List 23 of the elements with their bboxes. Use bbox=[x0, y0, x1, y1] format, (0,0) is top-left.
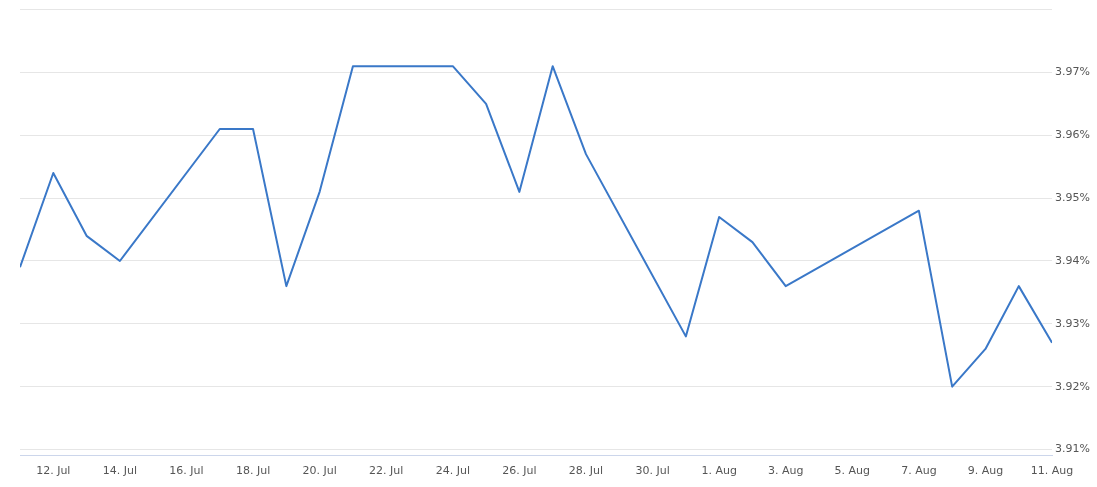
x-tick-label: 20. Jul bbox=[302, 464, 337, 478]
x-tick-label: 14. Jul bbox=[102, 464, 138, 478]
x-tick-label: 11. Aug bbox=[1030, 464, 1074, 478]
x-tick-label: 12. Jul bbox=[36, 464, 71, 478]
x-tick-label: 7. Aug bbox=[901, 464, 937, 478]
x-tick-label: 5. Aug bbox=[834, 464, 871, 478]
x-tick-label: 1. Aug bbox=[701, 464, 737, 478]
x-tick-label: 30. Jul bbox=[635, 464, 670, 478]
x-tick-label: 3. Aug bbox=[767, 464, 804, 478]
y-tick-label: 3.97% bbox=[1055, 65, 1091, 79]
x-tick-label: 28. Jul bbox=[568, 464, 604, 478]
y-tick-label: 3.95% bbox=[1055, 190, 1091, 204]
x-tick-label: 9. Aug bbox=[967, 464, 1004, 478]
y-tick-label: 3.91% bbox=[1055, 442, 1091, 456]
x-tick-label: 24. Jul bbox=[435, 464, 470, 478]
y-tick-label: 3.92% bbox=[1055, 379, 1091, 393]
y-tick-label: 3.93% bbox=[1055, 316, 1091, 330]
y-tick-label: 3.96% bbox=[1055, 128, 1091, 142]
x-tick-label: 26. Jul bbox=[502, 464, 537, 478]
x-tick-label: 18. Jul bbox=[235, 464, 271, 478]
y-tick-label: 3.94% bbox=[1055, 253, 1091, 267]
x-tick-label: 16. Jul bbox=[169, 464, 204, 478]
x-tick-label: 22. Jul bbox=[369, 464, 404, 478]
